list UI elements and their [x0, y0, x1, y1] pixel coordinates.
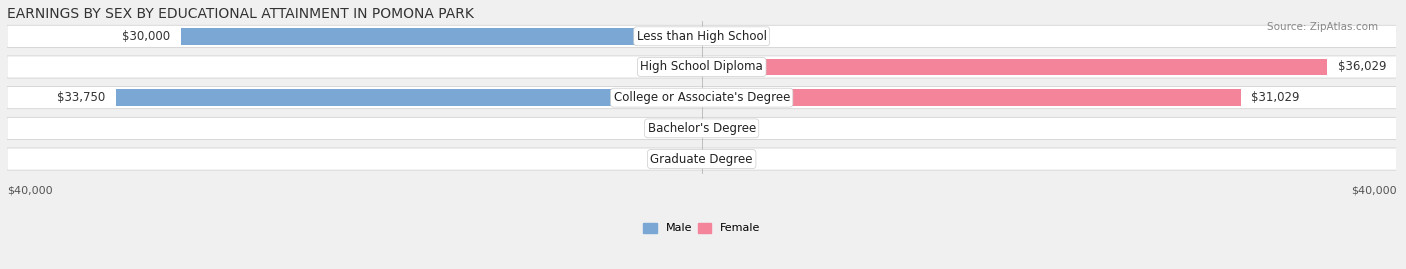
Text: $0: $0 [662, 61, 678, 73]
Bar [702, 59, 1327, 75]
FancyBboxPatch shape [7, 117, 1396, 139]
Bar [180, 28, 702, 45]
Bar [702, 120, 716, 137]
Text: $0: $0 [725, 122, 741, 135]
Text: $36,029: $36,029 [1339, 61, 1386, 73]
Bar [688, 151, 702, 168]
Text: $30,000: $30,000 [122, 30, 170, 43]
FancyBboxPatch shape [7, 148, 1396, 170]
Bar [688, 59, 702, 75]
Text: EARNINGS BY SEX BY EDUCATIONAL ATTAINMENT IN POMONA PARK: EARNINGS BY SEX BY EDUCATIONAL ATTAINMEN… [7, 7, 474, 21]
Bar [688, 120, 702, 137]
Text: Less than High School: Less than High School [637, 30, 766, 43]
Text: $0: $0 [662, 153, 678, 165]
Text: $0: $0 [725, 153, 741, 165]
FancyBboxPatch shape [7, 25, 1396, 47]
FancyBboxPatch shape [7, 87, 1396, 109]
Text: College or Associate's Degree: College or Associate's Degree [613, 91, 790, 104]
Text: Graduate Degree: Graduate Degree [651, 153, 754, 165]
Text: $31,029: $31,029 [1251, 91, 1299, 104]
Legend: Male, Female: Male, Female [638, 218, 765, 238]
FancyBboxPatch shape [7, 56, 1396, 78]
Bar [702, 151, 716, 168]
Text: High School Diploma: High School Diploma [640, 61, 763, 73]
Text: $33,750: $33,750 [56, 91, 105, 104]
Text: Source: ZipAtlas.com: Source: ZipAtlas.com [1267, 22, 1378, 31]
Text: $40,000: $40,000 [7, 185, 52, 195]
Text: $0: $0 [662, 122, 678, 135]
Bar [702, 28, 716, 45]
Bar [702, 89, 1240, 106]
Text: $0: $0 [725, 30, 741, 43]
Text: Bachelor's Degree: Bachelor's Degree [648, 122, 756, 135]
Bar [115, 89, 702, 106]
Text: $40,000: $40,000 [1351, 185, 1396, 195]
